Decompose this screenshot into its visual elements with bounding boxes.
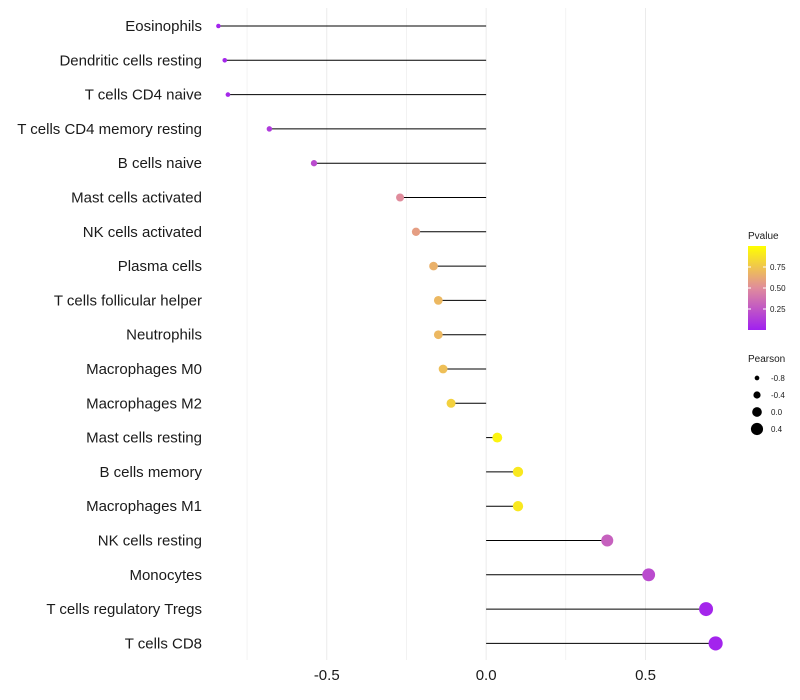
category-label: T cells CD4 memory resting [17,121,202,138]
data-point [699,602,714,617]
category-label: Mast cells resting [86,430,202,447]
x-axis-ticks: -0.5 0.0 0.5 [314,667,656,684]
x-tick-label: 0.5 [635,667,656,684]
size-legend-label: -0.8 [771,374,785,383]
color-legend-title: Pvalue [748,231,779,242]
size-legend-label: 0.4 [771,425,783,434]
size-legend-dot [753,391,761,399]
data-point [708,636,723,651]
data-point [310,160,318,167]
data-point [492,432,503,443]
data-point [411,227,421,236]
data-point [438,364,448,374]
size-legend-dot [754,375,760,381]
category-label: Macrophages M1 [86,498,202,515]
color-legend-label: 0.50 [770,284,786,293]
category-label: T cells CD8 [125,635,202,652]
category-label: NK cells activated [83,224,202,241]
data-point [266,126,273,132]
color-legend: Pvalue 0.25 0.50 0.75 [748,231,786,330]
category-label: T cells follicular helper [54,292,202,309]
category-label: Macrophages M0 [86,361,202,378]
stems [218,25,716,644]
category-label: T cells CD4 naive [85,87,202,104]
category-label: Mast cells activated [71,190,202,207]
color-legend-label: 0.25 [770,305,786,314]
data-point [433,330,443,340]
data-point [216,23,221,29]
category-label: B cells memory [99,464,202,481]
category-label: NK cells resting [98,533,202,550]
data-point [446,398,456,408]
size-legend-title: Pearson [748,354,785,365]
category-label: Monocytes [129,567,202,584]
color-legend-bar [748,246,766,330]
size-legend-dot [752,407,762,417]
data-point [433,296,443,305]
size-legend-label: -0.4 [771,391,785,400]
data-point [642,568,656,582]
data-point [601,534,614,547]
grid-lines [246,8,646,660]
category-label: Neutrophils [126,327,202,344]
x-tick-label: 0.0 [476,667,497,684]
category-label: Dendritic cells resting [59,52,202,69]
category-label: Macrophages M2 [86,395,202,412]
data-point [429,261,438,271]
data-point [222,58,228,63]
category-label: Eosinophils [125,18,202,35]
size-legend-label: 0.0 [771,408,783,417]
points [216,23,723,651]
category-label: Plasma cells [118,258,202,275]
category-label: T cells regulatory Tregs [46,601,202,618]
data-point [512,501,524,512]
data-point [225,92,231,97]
data-point [512,466,524,478]
data-point [396,193,405,202]
size-legend-dot [750,422,764,436]
x-tick-label: -0.5 [314,667,340,684]
color-legend-label: 0.75 [770,263,786,272]
category-label: B cells naive [118,155,202,172]
size-legend: Pearson -0.8 -0.4 0.0 0.4 [748,354,785,436]
category-labels: Eosinophils Dendritic cells resting T cell… [17,18,202,652]
